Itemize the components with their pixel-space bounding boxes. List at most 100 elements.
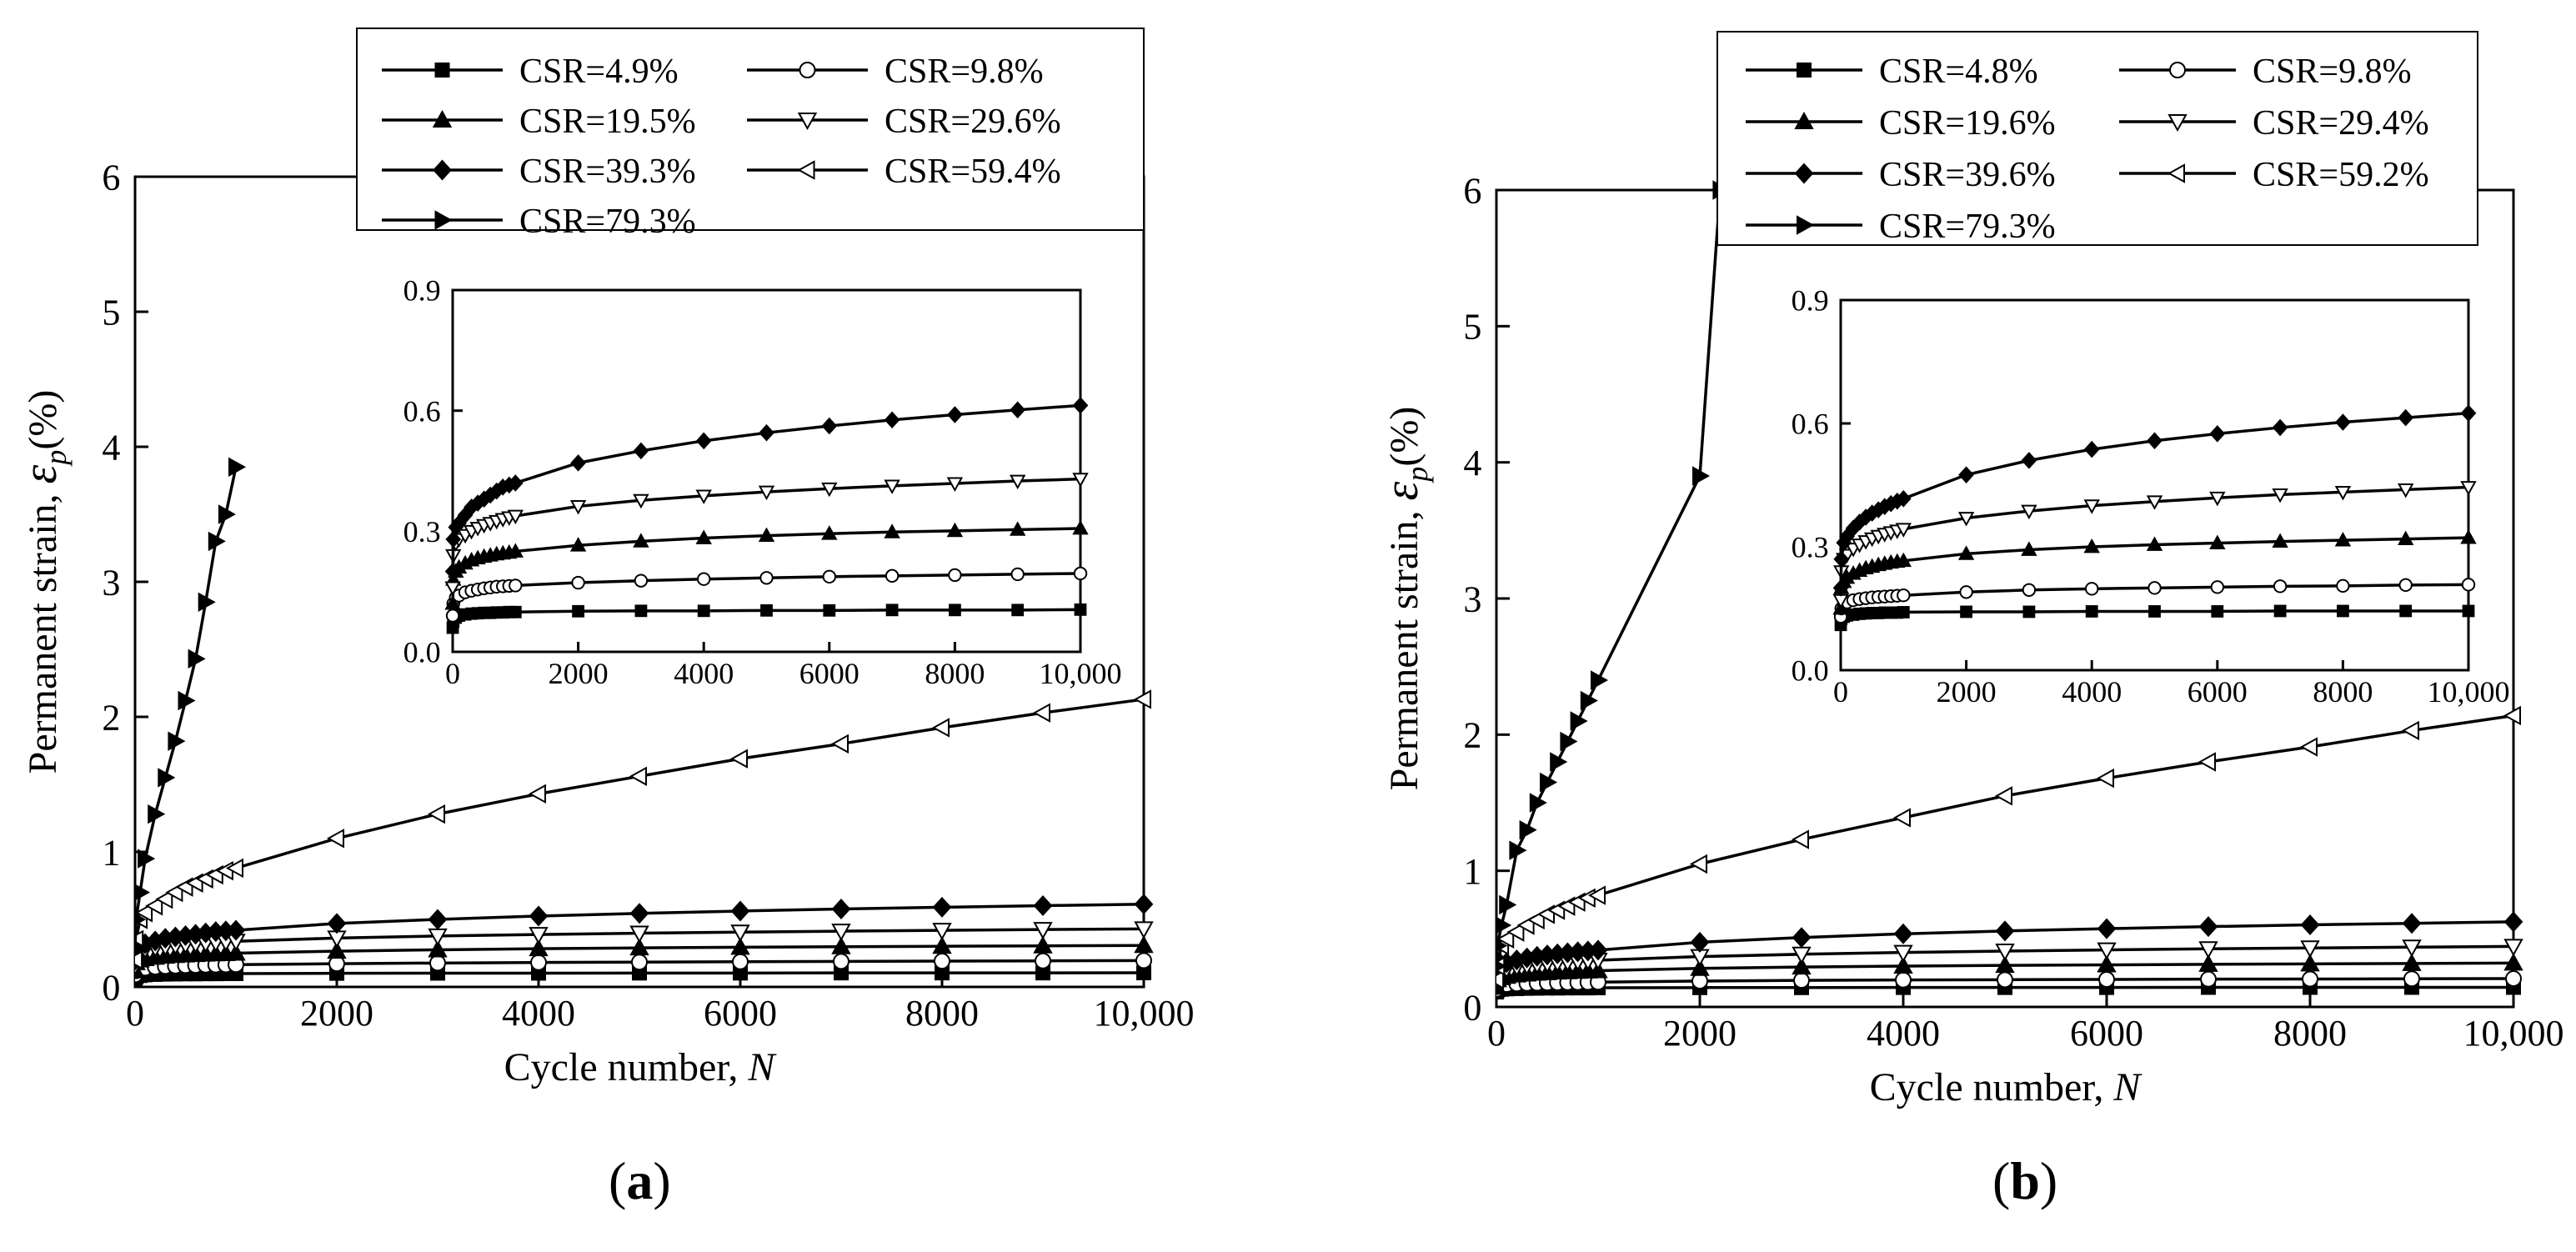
- panel-b-main-data-point: [1588, 939, 1608, 961]
- panel-a-legend-label: CSR=39.3%: [519, 153, 696, 191]
- panel-b-main-data-point: [2097, 918, 2117, 939]
- panel-a-main-data-point: [188, 649, 206, 669]
- panel-b-legend-item: CSR=4.8%: [1746, 53, 2038, 91]
- panel-a-inset-data-point: [633, 493, 649, 509]
- panel-b-x-axis-title: Cycle number, N: [1870, 1065, 2143, 1109]
- panel-a-legend-box: [356, 28, 1145, 231]
- panel-b-inset-data-point: [2334, 485, 2352, 501]
- panel-b-inset: 0 2000 4000 6000 8000 10,000 0.0 0.3 0.6 0.9: [1792, 284, 2510, 709]
- panel-a-main-data-point: [732, 953, 749, 970]
- panel-a-main-ytick-label: 4: [102, 427, 120, 468]
- panel-b-main-data-point: [1506, 922, 1525, 942]
- panel-b-inset-data-point: [1958, 466, 1974, 483]
- panel-a-inset-data-point: [949, 603, 961, 617]
- panel-b-inset-data-point: [2273, 604, 2287, 618]
- panel-a-legend-marker: [797, 113, 818, 131]
- panel-a-inset-data-point: [695, 489, 712, 504]
- panel-b-main-data-point: [2503, 939, 2523, 957]
- panel-b-inset-data-point: [2462, 604, 2475, 618]
- panel-a-inset-data-point: [695, 432, 712, 450]
- panel-b-legend-label: CSR=39.6%: [1879, 156, 2056, 194]
- panel-b-inset-data-point: [2021, 504, 2037, 520]
- panel-b-main-ytick-label: 4: [1463, 443, 1481, 483]
- panel-b-main-data-point: [1792, 957, 1812, 975]
- panel-a-main-data-point: [226, 919, 246, 941]
- panel-a-inset-data-point: [885, 568, 900, 583]
- panel-b-main-series-5: [1496, 705, 2521, 990]
- panel-b-main-data-point: [1587, 885, 1606, 905]
- panel-a-main-series-2: [135, 935, 1154, 979]
- panel-a-inset-data-point: [1011, 603, 1025, 617]
- panel-a-main-data-point: [1134, 935, 1154, 954]
- panel-a-inset-ytick-label: 0.6: [403, 394, 441, 428]
- panel-b-main-data-point: [2200, 970, 2217, 988]
- panel-b-y-axis-title-symbol: ε: [1374, 481, 1428, 500]
- panel-b-main-data-point: [2505, 970, 2522, 988]
- panel-a-main-data-point: [1135, 952, 1152, 969]
- panel-a-inset-data-point: [823, 603, 836, 617]
- panel-a-inset-data-point: [1072, 397, 1089, 414]
- panel-a-legend-item: CSR=59.4%: [747, 153, 1061, 191]
- panel-a-main-ytick-label: 2: [102, 697, 120, 738]
- panel-a-main-data-point: [135, 913, 147, 926]
- panel-b-inset-data-point: [2022, 583, 2037, 597]
- panel-b-main-data-point: [1995, 944, 2015, 962]
- panel-a-chart: 0 2000 4000 6000 8000 10,000 0 1 2 3 4 5 6 Cycle numb…: [13, 28, 1195, 1089]
- panel-a-legend-label: CSR=4.9%: [519, 53, 679, 91]
- panel-b-main-data-point: [1560, 731, 1578, 752]
- panel-b-main-data-point: [1496, 939, 1508, 952]
- panel-b-main-data-point: [1496, 929, 1515, 949]
- panel-b-main-data-point: [1540, 772, 1558, 793]
- panel-a-inset-data-point: [946, 522, 964, 538]
- panel-b-main-data-point: [1692, 466, 1711, 486]
- panel-b-main-data-point: [2402, 953, 2422, 971]
- panel-b-main-data-point: [1496, 969, 1505, 990]
- panel-b-main-data-point: [1893, 923, 1913, 944]
- panel-b-inset-data-point: [2146, 536, 2163, 551]
- panel-b-inset-data-point: [1833, 550, 1850, 568]
- panel-a-main-data-point: [530, 954, 547, 971]
- panel-a-main-data-point: [198, 592, 216, 612]
- panel-a-letter: a: [626, 1151, 654, 1210]
- panel-b-main-xtick-label: 8000: [2273, 1013, 2347, 1054]
- panel-a-main-data-point: [631, 954, 648, 971]
- panel-b-main-xtick-label: 2000: [1663, 1013, 1737, 1054]
- panel-b-inset-data-point: [2146, 495, 2163, 510]
- panel-b-legend-marker: [1797, 215, 1815, 235]
- panel-a-main-data-point: [428, 909, 448, 930]
- panel-b-main-ytick-label: 3: [1463, 578, 1481, 619]
- panel-b-legend-label: CSR=9.8%: [2253, 53, 2412, 91]
- panel-b-inset-data-point: [2211, 605, 2224, 618]
- panel-a-y-axis-title: Permanent strain, εp(%): [13, 390, 73, 774]
- panel-b-inset-data-point: [2398, 408, 2414, 427]
- panel-a-inset-data-point: [821, 482, 838, 498]
- panel-a-main-xtick-label: 0: [126, 993, 144, 1034]
- panel-b-main-data-point: [1689, 854, 1707, 874]
- panel-a-inset-series-2: [444, 519, 1089, 610]
- panel-a-inset-xtick-label: 0: [445, 657, 460, 690]
- panel-a-main-data-point: [931, 718, 950, 738]
- panel-a-main-xtick-label: 6000: [704, 993, 777, 1034]
- panel-a-legend-label: CSR=9.8%: [885, 53, 1044, 91]
- panel-a-main-data-point: [226, 943, 246, 961]
- panel-a-main-data-point: [327, 941, 347, 959]
- panel-a-main-series-6: [135, 457, 247, 953]
- panel-b-main-xtick-label: 0: [1487, 1013, 1506, 1054]
- panel-a-legend-label: CSR=19.5%: [519, 103, 696, 141]
- panel-b-main-data-point: [1496, 960, 1507, 972]
- panel-a-x-axis-title-var: N: [747, 1045, 777, 1089]
- panel-a-inset-data-point: [509, 605, 522, 618]
- panel-b-main-data-point: [1529, 793, 1547, 813]
- panel-b-main-data-point: [1791, 829, 1809, 849]
- panel-a-main-data-point: [1133, 689, 1151, 709]
- panel-b-inset-data-point: [2209, 534, 2226, 549]
- panel-b-y-axis-title-text: Permanent strain,: [1382, 500, 1426, 790]
- panel-a-main-data-point: [629, 925, 649, 944]
- panel-a-inset-data-point: [947, 406, 963, 423]
- panel-a-inset-data-point: [946, 477, 964, 493]
- panel-b-inset-series-1: [1833, 578, 2476, 624]
- panel-b-inset-data-point: [2083, 499, 2100, 514]
- panel-b-inset-data-point: [1832, 579, 1849, 597]
- panel-b-inset-xtick-label: 8000: [2313, 675, 2373, 709]
